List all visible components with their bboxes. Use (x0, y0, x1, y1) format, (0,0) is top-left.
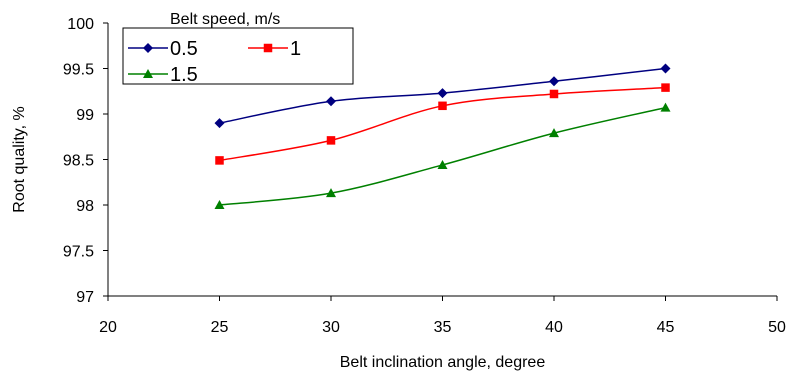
legend-label: 0.5 (170, 38, 198, 60)
series-0_5 (214, 63, 671, 129)
x-ticks: 20 25 30 35 40 45 50 (99, 296, 786, 336)
legend-title: Belt speed, m/s (170, 11, 280, 28)
y-tick-label: 97 (76, 289, 94, 306)
y-tick-label: 99.5 (63, 62, 94, 79)
y-ticks: 97 97.5 98 98.5 99 99.5 100 (63, 16, 108, 306)
series-layer (214, 63, 671, 209)
x-tick-label: 40 (545, 319, 563, 336)
data-point (326, 188, 336, 198)
data-point (326, 136, 336, 145)
series-line (219, 106, 666, 206)
x-tick-label: 45 (657, 319, 675, 336)
legend-marker (143, 43, 153, 53)
y-tick-label: 98.5 (63, 153, 94, 170)
data-point (214, 118, 225, 129)
series-1_5 (214, 102, 671, 209)
data-point (214, 200, 225, 209)
y-tick-label: 99 (76, 107, 94, 124)
series-line (219, 86, 666, 162)
y-tick-label: 98 (76, 198, 94, 215)
legend-items: 0.5 1 1.5 (128, 38, 301, 86)
data-point (438, 101, 447, 111)
x-tick-label: 20 (99, 319, 117, 336)
legend-item: 0.5 (128, 38, 198, 60)
series-1 (215, 83, 670, 165)
data-point (549, 89, 559, 99)
y-axis-title: Root quality, % (11, 106, 28, 212)
legend-label: 1.5 (170, 64, 198, 86)
data-point (660, 102, 671, 112)
legend-box (122, 27, 354, 85)
x-tick-label: 25 (211, 319, 229, 336)
data-point (215, 156, 224, 165)
legend-marker (143, 69, 153, 78)
y-tick-label: 97.5 (63, 244, 94, 261)
data-point (549, 76, 559, 87)
x-tick-label: 35 (434, 319, 452, 336)
legend-item: 1.5 (128, 64, 198, 86)
legend-item: 1 (248, 38, 301, 60)
legend-marker (263, 43, 273, 53)
data-point (660, 63, 671, 74)
data-point (437, 159, 448, 169)
data-point (437, 88, 448, 99)
x-tick-label: 30 (322, 319, 340, 336)
y-tick-label: 100 (67, 16, 94, 33)
data-point (549, 128, 559, 138)
data-point (661, 83, 670, 92)
x-tick-label: 50 (768, 319, 786, 336)
legend-label: 1 (290, 38, 301, 60)
x-axis-title: Belt inclination angle, degree (340, 354, 546, 371)
data-point (326, 96, 336, 107)
legend: Belt speed, m/s 0.5 1 1.5 (122, 11, 354, 86)
